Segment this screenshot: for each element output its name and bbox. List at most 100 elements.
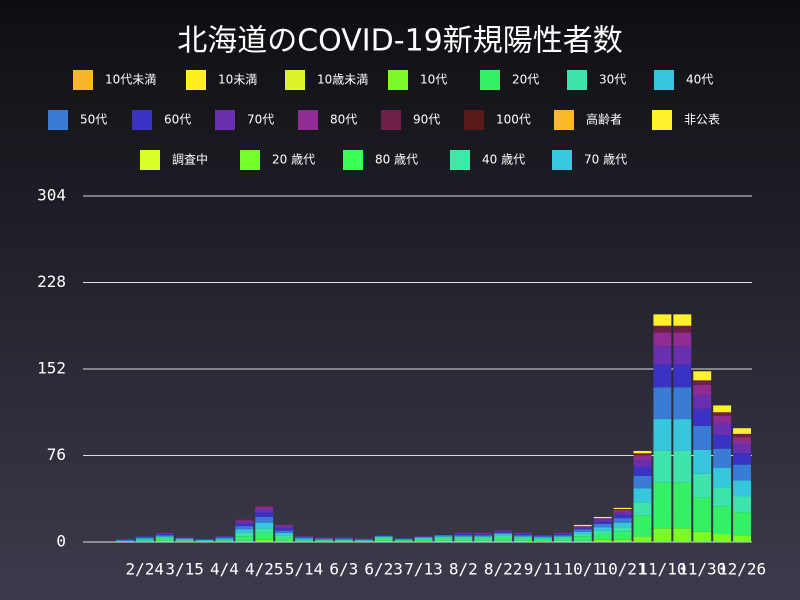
legend-label: 60代: [164, 113, 191, 127]
x-tick-label: 3/15: [165, 560, 204, 579]
bar-segment: [573, 528, 592, 530]
bar-segment: [733, 433, 752, 438]
bar-segment: [494, 532, 513, 535]
legend-swatch: [343, 150, 363, 170]
bar-segment: [155, 538, 174, 541]
bar-segment: [494, 540, 513, 542]
legend-swatch: [285, 70, 305, 90]
legend-label: 10代: [420, 73, 447, 87]
x-tick-label: 11/10: [638, 560, 686, 579]
bar-segment: [573, 534, 592, 537]
x-tick-label: 4/25: [245, 560, 284, 579]
bar-segment: [633, 475, 652, 489]
legend-swatch: [567, 70, 587, 90]
bar-segment: [693, 395, 712, 409]
legend-swatch: [48, 110, 68, 130]
bar-segment: [613, 539, 632, 542]
bar-segment: [374, 536, 393, 538]
bar-segment: [494, 537, 513, 541]
bar-segment: [135, 537, 154, 539]
bar-segment: [713, 435, 732, 449]
bar-segment: [693, 449, 712, 474]
bar-segment: [593, 516, 612, 519]
bar-segment: [314, 537, 333, 539]
bar-segment: [533, 539, 552, 542]
bar-segment: [454, 538, 473, 541]
bar-segment: [195, 538, 214, 540]
bar-segment: [733, 444, 752, 454]
bar-segment: [733, 453, 752, 465]
bar-segment: [693, 473, 712, 498]
bar-segment: [295, 538, 314, 540]
legend-swatch: [186, 70, 206, 90]
bar-segment: [235, 519, 254, 521]
bar-segment: [593, 523, 612, 528]
legend-swatch: [450, 150, 470, 170]
bar-segment: [275, 540, 294, 542]
bar-segment: [653, 325, 672, 333]
bar-segment: [334, 538, 353, 540]
bar-segment: [235, 526, 254, 530]
bar-segment: [334, 539, 353, 541]
bar-segment: [514, 535, 533, 537]
bar-segment: [314, 538, 333, 540]
bar-segment: [573, 526, 592, 528]
bar-segment: [195, 540, 214, 542]
bar-segment: [374, 537, 393, 539]
bar-segment: [673, 314, 692, 326]
bar-segment: [374, 538, 393, 541]
bar-segment: [275, 535, 294, 538]
legend-label: 70 歳代: [584, 153, 627, 167]
x-tick-label: 6/23: [364, 560, 403, 579]
bar-segment: [553, 536, 572, 538]
bar-segment: [494, 530, 513, 532]
legend-label: 10未満: [218, 73, 257, 87]
bar-segment: [653, 419, 672, 451]
bar-segment: [713, 534, 732, 542]
bar-segment: [115, 539, 134, 541]
legend-label: 10歳未満: [317, 73, 368, 87]
bar-segment: [155, 536, 174, 538]
legend-swatch: [554, 110, 574, 130]
bar-segment: [514, 537, 533, 539]
bar-segment: [573, 524, 592, 527]
legend-label: 80代: [330, 113, 357, 127]
bar-segment: [494, 535, 513, 538]
legend-label: 20代: [512, 73, 539, 87]
bar-segment: [733, 428, 752, 434]
bar-segment: [135, 538, 154, 540]
bar-segment: [613, 531, 632, 540]
bar-segment: [673, 419, 692, 451]
bar-segment: [713, 487, 732, 507]
bar-segment: [434, 540, 453, 542]
bar-segment: [593, 539, 612, 542]
bar-segment: [533, 535, 552, 537]
bar-segment: [394, 540, 413, 542]
legend-swatch: [140, 150, 160, 170]
bar-segment: [314, 539, 333, 541]
bar-segment: [314, 540, 333, 542]
bar-segment: [155, 540, 174, 542]
bar-segment: [713, 405, 732, 413]
bar-segment: [693, 531, 712, 542]
bar-segment: [713, 415, 732, 424]
bar-segment: [374, 535, 393, 537]
bar-segment: [573, 531, 592, 535]
bar-segment: [474, 535, 493, 537]
x-tick-label: 2/24: [126, 560, 165, 579]
bar-segment: [633, 450, 652, 454]
bar-segment: [573, 529, 592, 532]
bar-segment: [653, 387, 672, 420]
legend-label: 90代: [413, 113, 440, 127]
bar-segment: [235, 523, 254, 527]
bar-segment: [653, 528, 672, 542]
bar-segment: [673, 325, 692, 333]
x-tick-label: 4/4: [210, 560, 239, 579]
bar-segment: [334, 540, 353, 542]
bar-segment: [533, 537, 552, 539]
bar-segment: [414, 537, 433, 539]
bar-segment: [275, 530, 294, 533]
bar-segment: [155, 532, 174, 535]
bar-segment: [653, 482, 672, 529]
